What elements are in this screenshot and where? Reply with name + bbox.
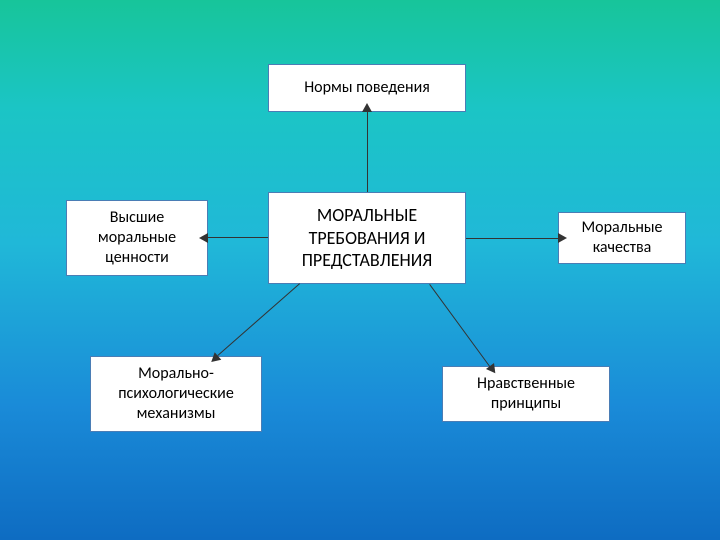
edge-line: [208, 237, 268, 238]
node-label: Моральныекачества: [581, 218, 662, 258]
edge-line: [217, 283, 300, 356]
node-left: Высшиеморальныеценности: [66, 200, 208, 276]
edge-arrowhead: [558, 233, 567, 243]
edge-arrowhead: [362, 103, 372, 112]
edge-line: [466, 238, 558, 239]
edge-line: [429, 284, 490, 367]
node-right: Моральныекачества: [558, 212, 686, 264]
node-label: МОРАЛЬНЫЕТРЕБОВАНИЯ ИПРЕДСТАВЛЕНИЯ: [302, 204, 433, 272]
node-bottom-left: Морально-психологическиемеханизмы: [90, 356, 262, 432]
edge-arrowhead: [199, 233, 208, 243]
node-label: Нормы поведения: [304, 78, 430, 98]
node-center: МОРАЛЬНЫЕТРЕБОВАНИЯ ИПРЕДСТАВЛЕНИЯ: [268, 192, 466, 284]
node-label: Высшиеморальныеценности: [98, 208, 176, 268]
node-bottom-right: Нравственныепринципы: [442, 366, 610, 422]
node-label: Нравственныепринципы: [477, 374, 575, 414]
node-label: Морально-психологическиемеханизмы: [118, 364, 234, 424]
edge-line: [367, 112, 368, 192]
